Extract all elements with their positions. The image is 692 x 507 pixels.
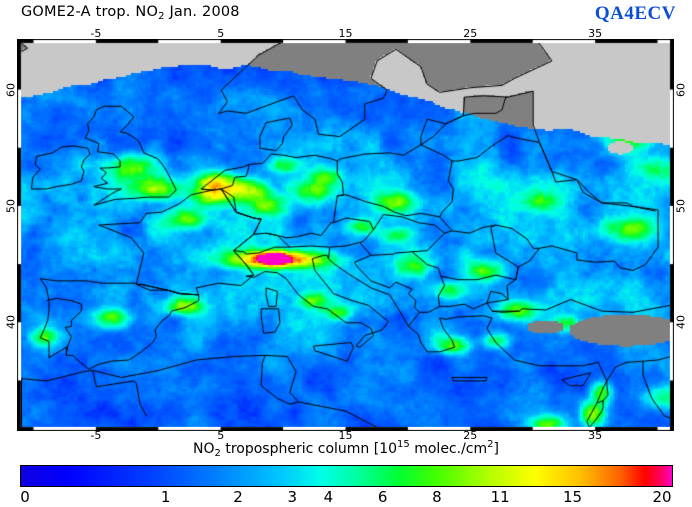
- colorbar-tick-0: 0: [20, 488, 30, 506]
- y-tick-right-0: 60: [674, 82, 688, 97]
- x-tick-bottom-1: 5: [217, 429, 225, 442]
- cbar-title-end: ]: [493, 441, 499, 457]
- y-tick-left-1: 50: [4, 198, 18, 213]
- x-tick-top-0: -5: [90, 27, 102, 40]
- colorbar-tick-4: 4: [323, 488, 334, 506]
- x-tick-bottom-2: 15: [338, 429, 353, 442]
- title-date: Jan. 2008: [164, 4, 240, 20]
- map-plot-area: [17, 39, 674, 431]
- x-tick-top-1: 5: [217, 27, 225, 40]
- colorbar-tick-15: 15: [562, 488, 583, 506]
- colorbar-gradient: [21, 466, 672, 486]
- qa4ecv-logo: QA4ECV: [594, 3, 676, 24]
- title-main: GOME2-A trop. NO: [21, 4, 159, 20]
- colorbar-tick-11: 11: [490, 488, 510, 506]
- cbar-title-mid: tropospheric column [10: [220, 441, 398, 457]
- cbar-title-sub: 2: [214, 448, 221, 459]
- x-tick-bottom-4: 35: [588, 429, 603, 442]
- x-tick-top-4: 35: [588, 27, 603, 40]
- y-tick-right-2: 40: [674, 315, 688, 330]
- colorbar-tick-1: 1: [160, 488, 171, 506]
- figure-title: GOME2-A trop. NO2 Jan. 2008: [21, 4, 240, 22]
- x-tick-top-3: 25: [463, 27, 478, 40]
- x-tick-bottom-3: 25: [463, 429, 478, 442]
- cbar-title-main: NO: [193, 441, 215, 457]
- colorbar-title: NO2 tropospheric column [1015 molec./cm2…: [193, 439, 499, 459]
- colorbar-tick-3: 3: [287, 488, 298, 506]
- no2-heatmap-canvas: [21, 43, 670, 427]
- cbar-title-tail: molec./cm: [409, 441, 488, 457]
- colorbar: [20, 465, 673, 487]
- y-tick-left-2: 40: [4, 315, 18, 330]
- title-subscript: 2: [158, 11, 165, 22]
- cbar-title-exp: 15: [397, 439, 410, 450]
- y-tick-right-1: 50: [674, 198, 688, 213]
- colorbar-tick-20: 20: [652, 488, 672, 506]
- colorbar-tick-6: 6: [377, 488, 388, 506]
- x-tick-top-2: 15: [338, 27, 353, 40]
- colorbar-tick-8: 8: [432, 488, 442, 506]
- y-tick-left-0: 60: [4, 82, 18, 97]
- cbar-title-exp2: 2: [487, 439, 494, 450]
- colorbar-tick-2: 2: [233, 488, 243, 506]
- x-tick-bottom-0: -5: [90, 429, 102, 442]
